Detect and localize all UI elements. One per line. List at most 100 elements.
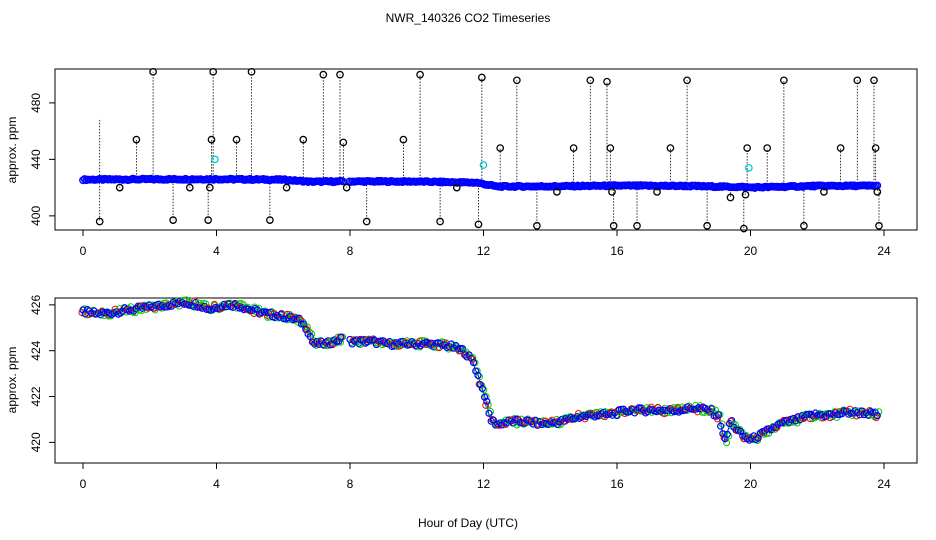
spike-point [820,188,828,196]
spike-point [873,188,882,196]
x-tick-label: 20 [744,244,758,258]
series-point [498,421,506,429]
spike-point [703,221,711,230]
series-point [79,306,87,314]
series-point-alt2 [349,336,357,344]
x-tick-label: 8 [347,244,354,258]
top-data-marks [79,67,883,233]
spike-point [875,221,883,230]
series-point [355,339,363,348]
series-point-alt2 [85,310,93,318]
series-point [271,314,279,322]
top-y-axis-label: approx. ppm [5,117,19,184]
series-point-alt2 [713,415,721,423]
top-plot-frame [54,68,918,231]
y-tick-label: 420 [29,432,43,452]
series-point-alt1 [475,373,483,381]
spike-point [339,138,348,147]
series-point-alt1 [195,299,203,307]
top-axes: 0 4 8 12 16 20 24 400 440 480 [29,93,891,258]
bottom-panel: approx. ppm 0 4 8 12 16 20 24 420 422 424 426 [5,295,918,491]
series-point [123,305,131,313]
series-point-alt1 [725,432,733,440]
spike-point [209,67,218,76]
series-point-alt2 [303,326,311,334]
spike-point [362,217,371,226]
spike-point [299,135,308,144]
series-point [474,371,482,379]
spike-point [513,76,521,85]
spike-point [653,188,661,196]
series-point [467,354,475,363]
spike-point [569,144,578,152]
series-point [527,418,535,426]
spike-point [603,77,611,86]
spike-point [739,224,748,233]
spike-point [763,144,772,152]
x-tick-label: 16 [610,477,624,491]
x-tick-label: 0 [80,477,87,491]
spike-point [853,76,862,85]
spike-point [609,221,618,230]
series-point [428,339,436,347]
spike-point [606,144,615,152]
series-point [485,409,493,417]
spike-point [319,70,328,79]
flagged-point [744,164,753,172]
spike-point [95,217,104,226]
x-tick-label: 20 [744,477,758,491]
series-point [728,416,736,425]
series-point-alt2 [528,417,536,425]
series-point-alt2 [230,301,238,309]
spike-point [533,221,541,230]
spike-point [871,144,880,152]
spike-point [185,183,194,192]
spike-point [336,70,344,79]
x-tick-label: 12 [477,477,491,491]
series-point [717,422,725,430]
spike-point [741,190,750,199]
spike-point [342,183,351,192]
bottom-plot-frame [54,297,918,464]
bottom-y-axis-label: approx. ppm [5,347,19,414]
spike-point [836,144,845,152]
x-tick-label: 16 [610,244,624,258]
series-point [714,411,723,419]
series-point [723,430,731,438]
series-point [708,405,716,413]
spike-point [780,76,788,85]
series-point-alt2 [469,355,477,363]
x-tick-label: 12 [477,244,491,258]
series-point-alt2 [171,301,179,309]
spike-point [633,221,641,230]
series-point-alt1 [875,408,883,416]
spike-point [266,216,274,224]
series-point-alt1 [480,386,488,394]
series-point-alt2 [608,408,616,416]
top-panel: approx. ppm 0 4 8 12 16 20 24 400 440 480 [5,67,918,258]
spike-point [169,216,177,224]
series-point [783,416,791,424]
x-tick-label: 24 [877,477,891,491]
spike-point [496,144,505,152]
spike-point [207,135,216,144]
y-tick-label: 422 [29,386,43,406]
x-tick-label: 4 [213,477,220,491]
spike-point [204,216,213,224]
series-point [335,337,343,345]
x-axis-label: Hour of Day (UTC) [418,516,518,530]
series-point [337,333,345,341]
x-tick-label: 4 [213,244,220,258]
y-tick-label: 426 [29,295,43,315]
spike-point [586,76,595,85]
spike-point [666,144,675,152]
spike-point [399,135,408,144]
spike-point [232,135,241,144]
figure-title: NWR_140326 CO2 Timeseries [386,11,551,25]
spike-point [743,144,752,152]
spike-point [205,183,214,192]
series-point [469,358,478,367]
spike-point [800,221,808,230]
x-tick-label: 0 [80,244,87,258]
